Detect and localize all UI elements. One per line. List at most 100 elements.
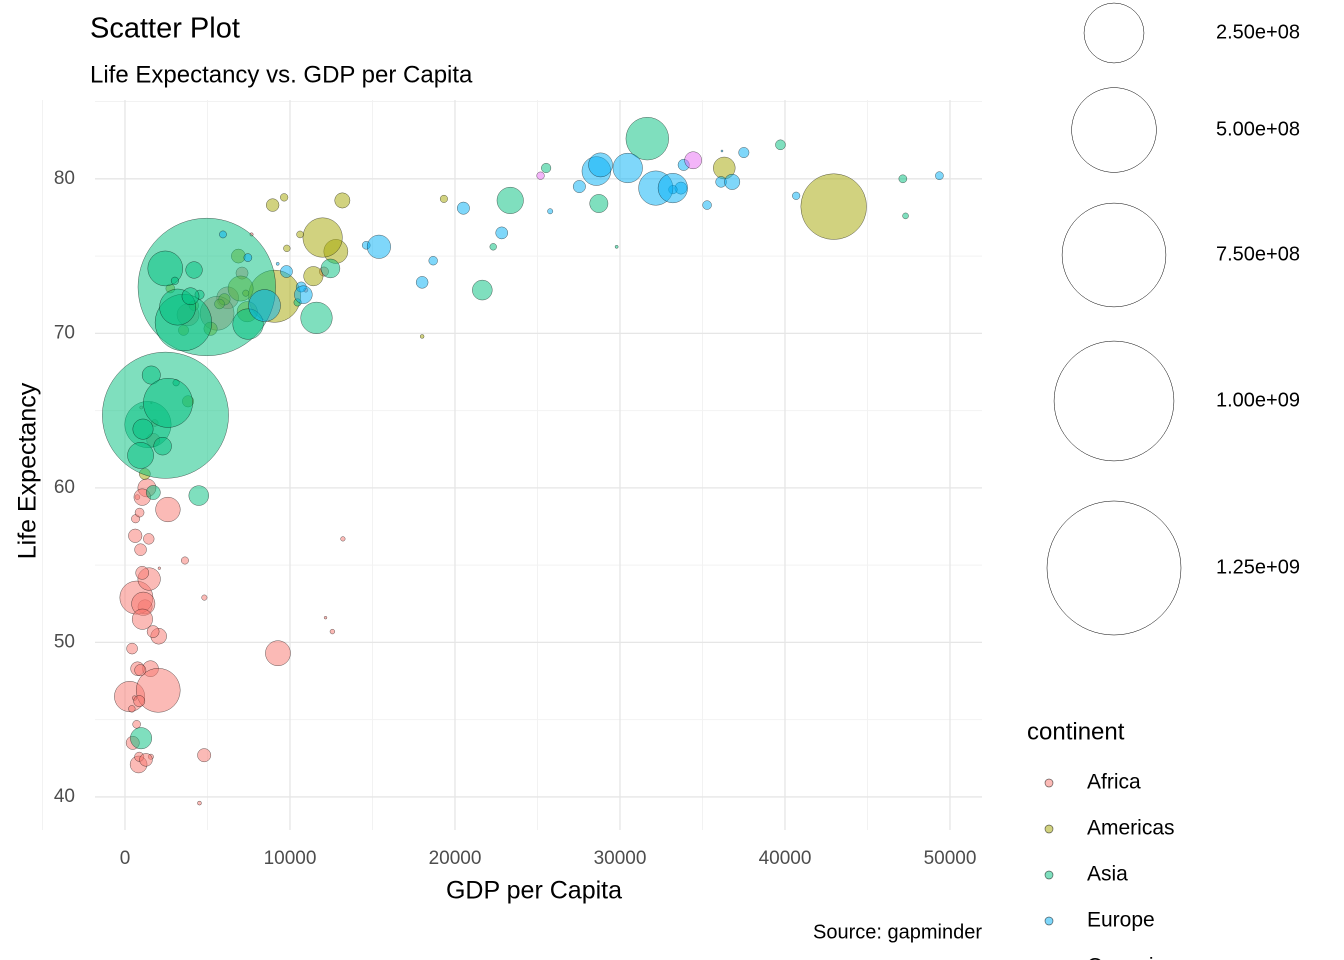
bubble — [134, 543, 147, 556]
y-tick-label: 60 — [54, 477, 75, 498]
chart-title: Scatter Plot — [90, 13, 240, 45]
bubble — [157, 566, 161, 570]
legend-key — [1044, 916, 1054, 926]
y-tick-label: 70 — [54, 322, 75, 343]
bubble — [738, 147, 750, 158]
size-legend-key — [1071, 87, 1157, 173]
bubble — [181, 287, 200, 306]
bubble — [296, 230, 304, 239]
bubble — [143, 377, 193, 428]
bubble — [588, 152, 613, 178]
bubble — [329, 628, 336, 635]
x-tick-label: 40000 — [759, 848, 812, 869]
bubble — [340, 536, 346, 542]
bubble — [265, 198, 280, 212]
size-legend-key — [1061, 202, 1167, 308]
bubble — [128, 528, 143, 543]
bubble — [134, 507, 145, 518]
bubble — [197, 800, 202, 806]
bubble — [495, 226, 509, 240]
bubble — [131, 608, 153, 630]
bubble — [127, 442, 154, 469]
legend-key — [1044, 870, 1054, 880]
bubble — [248, 289, 281, 322]
bubble — [280, 265, 293, 278]
bubble — [428, 256, 438, 266]
bubble — [153, 436, 172, 456]
y-tick-label: 50 — [54, 631, 75, 652]
bubble — [657, 173, 688, 204]
x-tick-label: 10000 — [264, 848, 317, 869]
bubble — [180, 556, 189, 565]
bubble — [902, 212, 909, 220]
bubble — [219, 230, 227, 239]
bubble — [775, 139, 786, 151]
bubble — [303, 266, 324, 287]
bubble — [146, 625, 160, 638]
bubble — [139, 753, 153, 767]
bubble — [141, 365, 161, 385]
chart-subtitle: Life Expectancy vs. GDP per Capita — [90, 61, 473, 88]
bubble — [366, 234, 391, 259]
bubble — [320, 258, 341, 279]
bubble — [294, 285, 313, 304]
bubble — [130, 727, 153, 750]
bubble — [439, 194, 448, 203]
bubble — [334, 192, 351, 209]
bubble — [243, 253, 253, 262]
bubble — [614, 244, 619, 249]
bubble — [155, 496, 181, 523]
size-legend-key — [1053, 340, 1175, 462]
bubble — [472, 279, 493, 301]
bubble — [275, 261, 280, 266]
bubble — [702, 200, 712, 210]
bubble — [133, 695, 146, 708]
x-axis-title: GDP per Capita — [446, 877, 622, 905]
x-tick-label: 20000 — [429, 848, 482, 869]
bubble — [143, 533, 155, 545]
size-legend-key — [1083, 2, 1145, 64]
size-legend-label: 1.00e+09 — [1216, 389, 1300, 411]
bubble — [800, 173, 867, 240]
size-legend-label: 5.00e+08 — [1216, 118, 1300, 140]
bubble — [792, 191, 801, 200]
bubble — [541, 162, 552, 174]
bubble — [188, 485, 209, 506]
size-legend-label: 1.25e+09 — [1216, 556, 1300, 578]
bubble — [128, 705, 136, 713]
bubble — [135, 566, 150, 580]
bubble — [419, 334, 425, 339]
bubble — [612, 152, 643, 184]
bubble — [302, 217, 343, 258]
y-axis-title: Life Expectancy — [14, 382, 42, 559]
bubble — [684, 151, 702, 170]
bubble — [898, 174, 908, 184]
bubble — [323, 616, 328, 620]
bubble — [134, 664, 147, 677]
bubble — [280, 193, 289, 202]
bubble — [415, 276, 429, 289]
bubble — [589, 194, 609, 213]
bubble — [456, 201, 470, 215]
legend-label: Oceania — [1087, 955, 1166, 960]
bubble — [300, 301, 333, 334]
bubble — [126, 642, 138, 655]
bubble — [547, 208, 554, 215]
legend-label: Europe — [1087, 909, 1155, 932]
bubble — [201, 594, 208, 601]
bubble — [170, 276, 179, 285]
bubble — [135, 668, 181, 713]
legend-key — [1044, 778, 1054, 788]
bubble — [625, 116, 669, 161]
size-legend-label: 7.50e+08 — [1216, 243, 1300, 265]
y-tick-label: 40 — [54, 786, 75, 807]
legend-label: Americas — [1087, 817, 1175, 840]
bubble — [720, 149, 724, 153]
bubble — [265, 640, 291, 667]
bubble — [496, 186, 524, 214]
legend-title: continent — [1027, 718, 1125, 745]
size-legend-label: 2.50e+08 — [1216, 21, 1300, 43]
x-tick-label: 50000 — [924, 848, 977, 869]
legend-label: Asia — [1087, 863, 1128, 886]
